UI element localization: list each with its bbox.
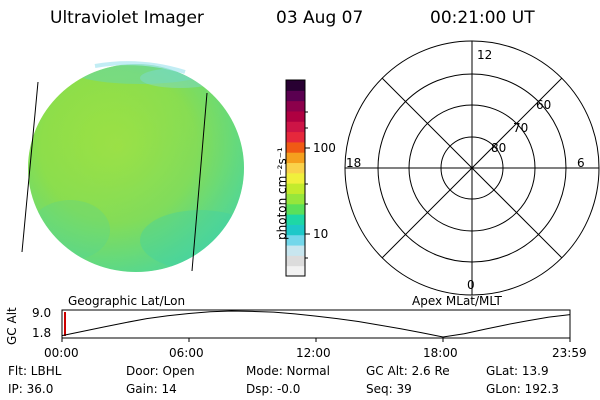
colorbar-segment	[286, 152, 305, 164]
time-label: 00:21:00 UT	[430, 8, 535, 28]
colorbar-segment	[286, 141, 305, 153]
colorbar-segment	[286, 162, 305, 174]
timeline-right-label: Apex MLat/MLT	[412, 294, 502, 308]
timeline-xtick-4: 23:59	[552, 346, 587, 360]
timeline-ticks	[61, 338, 571, 342]
colorbar-tick-label-10: 10	[313, 227, 329, 241]
flt-readout: Flt: LBHL	[8, 364, 62, 378]
timeline-y-bottom: 1.8	[32, 326, 52, 340]
dsp-readout: Dsp: -0.0	[246, 382, 301, 396]
colorbar-segment	[286, 131, 305, 143]
colorbar-segment	[286, 265, 305, 277]
colorbar-tick-label-100: 100	[313, 141, 336, 155]
colorbar-segment	[286, 214, 305, 225]
polar-label-left: 18	[346, 156, 362, 170]
colorbar-segment	[286, 203, 305, 215]
polar-label-top: 12	[477, 48, 493, 62]
colorbar-segment	[286, 234, 305, 246]
colorbar-segment	[286, 183, 305, 194]
timeline-xtick-1: 06:00	[169, 346, 204, 360]
colorbar-segment	[286, 110, 305, 122]
instrument-title: Ultraviolet Imager	[50, 8, 204, 28]
colorbar-segment	[286, 121, 305, 133]
polar-ring-label-60: 60	[536, 98, 552, 112]
seq-readout: Seq: 39	[366, 382, 412, 396]
colorbar	[286, 80, 305, 277]
terminator-line-right	[191, 92, 208, 272]
polar-diagonal-2	[381, 77, 563, 259]
polar-label-bottom: 0	[467, 278, 475, 292]
colorbar-segment	[286, 193, 305, 205]
polar-label-right: 6	[577, 156, 585, 170]
colorbar-segment	[286, 224, 305, 236]
date-label: 03 Aug 07	[276, 8, 364, 28]
colorbar-segment	[286, 172, 305, 184]
timeline-xtick-0: 00:00	[44, 346, 79, 360]
gain-readout: Gain: 14	[126, 382, 177, 396]
colorbar-segment	[286, 245, 305, 256]
timeline-frame	[61, 309, 571, 339]
terminator-line-left	[21, 81, 39, 253]
ip-readout: IP: 36.0	[8, 382, 54, 396]
glat-readout: GLat: 13.9	[486, 364, 549, 378]
gcalt-readout: GC Alt: 2.6 Re	[366, 364, 450, 378]
timeline-left-label: Geographic Lat/Lon	[68, 294, 186, 308]
timeline-xtick-2: 12:00	[296, 346, 331, 360]
door-readout: Door: Open	[126, 364, 195, 378]
colorbar-segment	[286, 100, 305, 112]
glon-readout: GLon: 192.3	[486, 382, 559, 396]
colorbar-segment	[286, 255, 305, 267]
polar-ring-label-70: 70	[513, 121, 529, 135]
colorbar-segment	[286, 90, 305, 102]
mode-readout: Mode: Normal	[246, 364, 330, 378]
timeline-y-top: 9.0	[32, 306, 52, 320]
colorbar-segment	[286, 80, 305, 91]
altitude-curve	[61, 310, 571, 338]
colorbar-frame	[285, 79, 306, 277]
polar-ring-label-80: 80	[491, 141, 507, 155]
timeline-xtick-3: 18:00	[423, 346, 458, 360]
